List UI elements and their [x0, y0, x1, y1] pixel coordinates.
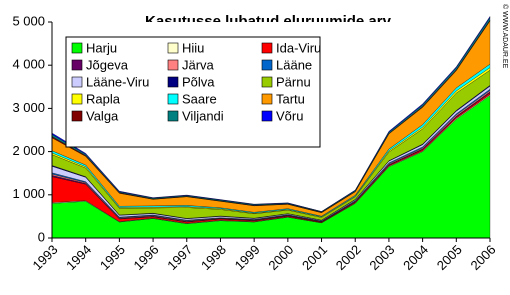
- y-tick-label: 0: [38, 229, 45, 244]
- legend-swatch: [167, 93, 179, 105]
- legend-label: Saare: [182, 91, 217, 106]
- legend-swatch: [261, 93, 273, 105]
- legend-swatch: [261, 59, 273, 71]
- legend-label: Järva: [182, 57, 215, 72]
- legend-label: Pärnu: [276, 74, 311, 89]
- legend-swatch: [167, 59, 179, 71]
- x-tick-label: 2000: [265, 242, 296, 273]
- legend-label: Võru: [276, 108, 303, 123]
- legend-swatch: [71, 110, 83, 122]
- x-tick-label: 1998: [198, 242, 229, 273]
- y-tick-label: 3 000: [12, 100, 45, 115]
- legend-swatch: [261, 76, 273, 88]
- legend-box: [65, 36, 321, 148]
- x-tick-label: 2002: [333, 242, 364, 273]
- x-tick-label: 1995: [97, 242, 128, 273]
- legend-swatch: [167, 42, 179, 54]
- legend-label: Harju: [86, 40, 117, 55]
- x-tick-label: 1997: [164, 242, 195, 273]
- y-tick-label: 4 000: [12, 57, 45, 72]
- x-tick-label: 2003: [366, 242, 397, 273]
- y-tick-label: 2 000: [12, 143, 45, 158]
- legend-swatch: [71, 59, 83, 71]
- legend-swatch: [167, 76, 179, 88]
- x-tick-label: 2005: [434, 242, 465, 273]
- legend-label: Rapla: [86, 91, 121, 106]
- y-tick-label: 5 000: [12, 13, 45, 28]
- x-tick-label: 1999: [232, 242, 263, 273]
- legend-label: Lääne: [276, 57, 312, 72]
- x-tick-label: 2006: [467, 242, 498, 273]
- x-tick-label: 1994: [63, 242, 94, 273]
- legend-swatch: [261, 42, 273, 54]
- legend: Harju Hiiu Ida-Viru Jõgeva Järva Lääne Lääne-V…: [65, 36, 321, 148]
- legend-label: Tartu: [276, 91, 305, 106]
- legend-label: Hiiu: [182, 40, 204, 55]
- watermark: © WWW.ADAUR.EE: [501, 4, 509, 69]
- x-tick-label: 2004: [400, 242, 431, 273]
- legend-label: Valga: [86, 108, 119, 123]
- legend-label: Jõgeva: [86, 57, 129, 72]
- area: [51, 15, 491, 212]
- legend-label: Viljandi: [182, 108, 224, 123]
- x-tick-label: 1996: [131, 242, 162, 273]
- legend-swatch: [261, 110, 273, 122]
- legend-swatch: [71, 42, 83, 54]
- legend-swatch: [71, 76, 83, 88]
- legend-label: Ida-Viru: [276, 40, 321, 55]
- legend-swatch: [71, 93, 83, 105]
- y-tick-label: 1 000: [12, 186, 45, 201]
- legend-swatch: [167, 110, 179, 122]
- x-tick-label: 1993: [29, 242, 60, 273]
- legend-label: Põlva: [182, 74, 215, 89]
- x-tick-label: 2001: [299, 242, 330, 273]
- legend-label: Lääne-Viru: [86, 74, 149, 89]
